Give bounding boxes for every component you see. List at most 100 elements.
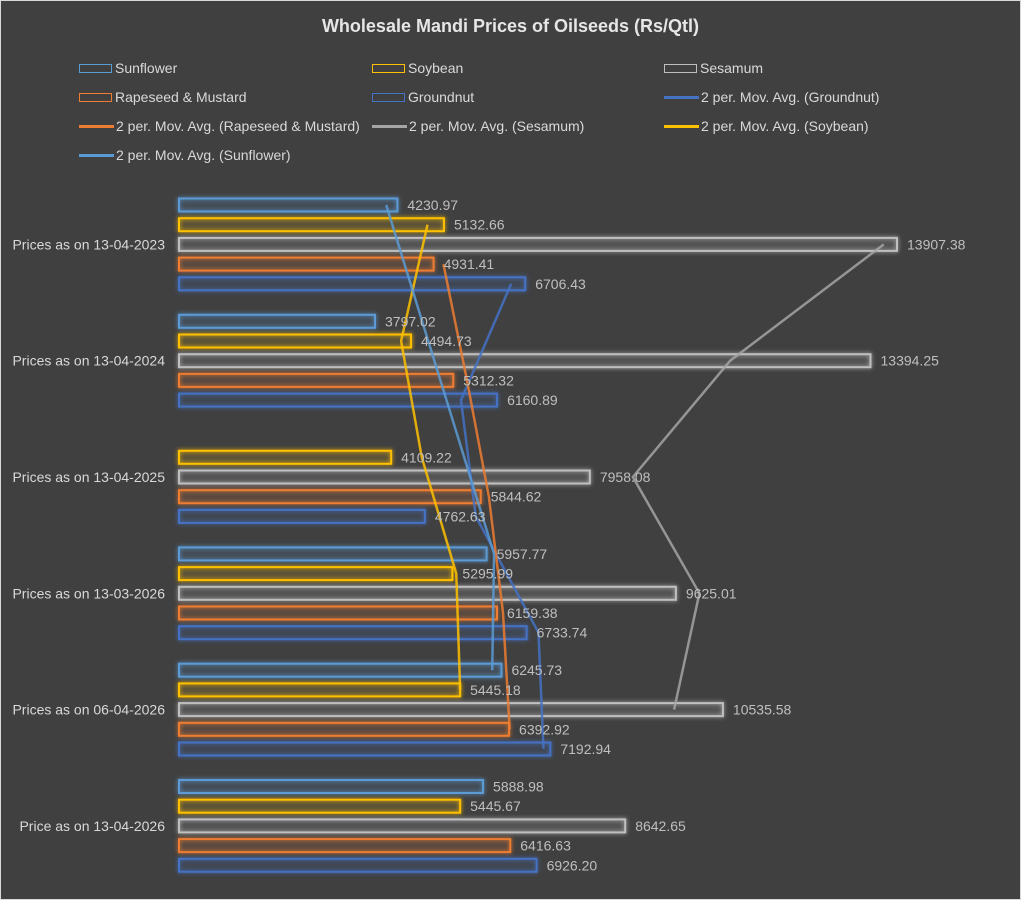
data-label: 6706.43 — [535, 276, 586, 292]
legend-line-icon — [79, 153, 114, 157]
legend-swatch-icon — [79, 92, 112, 102]
bar-groundnut[interactable] — [178, 625, 528, 641]
data-label: 6733.74 — [537, 625, 588, 641]
bar-sesamum[interactable] — [178, 818, 627, 834]
legend-item-rapeseed-mustard[interactable]: Rapeseed & Mustard — [79, 88, 247, 106]
trendline-rapeseed-mustard — [442, 263, 511, 730]
bar-rapeseed-mustard[interactable] — [178, 605, 498, 621]
legend-item-mavg-rapeseed-mustard[interactable]: 2 per. Mov. Avg. (Rapeseed & Mustard) — [79, 117, 360, 135]
legend-label: Sesamum — [700, 60, 764, 76]
bar-groundnut[interactable] — [178, 276, 527, 292]
bar-soybean[interactable] — [178, 217, 445, 233]
bar-sunflower[interactable] — [178, 313, 377, 329]
legend-swatch-icon — [664, 63, 697, 73]
legend-item-sesamum[interactable]: Sesamum — [664, 59, 763, 77]
legend-label: Soybean — [408, 60, 464, 76]
legend-item-sunflower[interactable]: Sunflower — [79, 59, 177, 77]
bar-sesamum[interactable] — [178, 236, 898, 252]
data-label: 6416.63 — [520, 838, 571, 854]
legend-item-mavg-sunflower[interactable]: 2 per. Mov. Avg. (Sunflower) — [79, 146, 291, 164]
trendline-groundnut — [459, 283, 545, 750]
bar-rapeseed-mustard[interactable] — [178, 721, 511, 737]
bar-rapeseed-mustard[interactable] — [178, 838, 512, 854]
category-label: Prices as on 13-04-2025 — [12, 469, 165, 485]
category-label: Prices as on 13-03-2026 — [12, 585, 165, 601]
data-label: 5295.99 — [462, 566, 513, 582]
data-label: 13907.38 — [907, 236, 966, 252]
legend-item-mavg-groundnut[interactable]: 2 per. Mov. Avg. (Groundnut) — [664, 88, 879, 106]
data-label: 5445.18 — [470, 682, 521, 698]
data-label: 7192.94 — [560, 741, 611, 757]
data-label: 6160.89 — [507, 392, 558, 408]
category-label: Price as on 13-04-2026 — [19, 818, 165, 834]
data-label: 5312.32 — [463, 372, 514, 388]
trendline-soybean — [399, 224, 462, 690]
bar-sesamum[interactable] — [178, 353, 872, 369]
data-label: 13394.25 — [881, 353, 940, 369]
legend-item-mavg-soybean[interactable]: 2 per. Mov. Avg. (Soybean) — [664, 117, 869, 135]
bar-groundnut[interactable] — [178, 508, 426, 524]
bar-soybean[interactable] — [178, 449, 393, 465]
legend-line-icon — [664, 95, 699, 99]
data-label: 6159.38 — [507, 605, 558, 621]
trendline-sesamum — [631, 243, 885, 710]
legend-line-icon — [79, 124, 114, 128]
data-label: 5957.77 — [497, 546, 548, 562]
legend-item-soybean[interactable]: Soybean — [372, 59, 463, 77]
bar-sunflower[interactable] — [178, 546, 488, 562]
legend-label: 2 per. Mov. Avg. (Rapeseed & Mustard) — [116, 118, 360, 134]
legend-line-icon — [664, 124, 699, 128]
bar-sesamum[interactable] — [178, 585, 677, 601]
data-label: 6392.92 — [519, 721, 570, 737]
legend-swatch-icon — [372, 63, 405, 73]
legend-label: 2 per. Mov. Avg. (Sesamum) — [409, 118, 585, 134]
legend-item-groundnut[interactable]: Groundnut — [372, 88, 474, 106]
legend-label: Rapeseed & Mustard — [115, 89, 247, 105]
bar-sunflower[interactable] — [178, 197, 399, 213]
data-label: 6926.20 — [547, 857, 598, 873]
data-label: 5844.62 — [491, 489, 542, 505]
bar-rapeseed-mustard[interactable] — [178, 256, 435, 272]
legend-label: 2 per. Mov. Avg. (Groundnut) — [701, 89, 880, 105]
data-label: 10535.58 — [733, 702, 792, 718]
bar-soybean[interactable] — [178, 566, 454, 582]
data-label: 8642.65 — [635, 818, 686, 834]
data-label: 5445.67 — [470, 798, 521, 814]
data-label: 4931.41 — [444, 256, 495, 272]
category-label: Prices as on 06-04-2026 — [12, 702, 165, 718]
bar-sunflower[interactable] — [178, 662, 503, 678]
legend-label: Groundnut — [408, 89, 475, 105]
legend-label: Sunflower — [115, 60, 178, 76]
data-label: 7958.08 — [600, 469, 651, 485]
legend-swatch-icon — [79, 63, 112, 73]
data-label: 3797.02 — [385, 313, 436, 329]
bar-groundnut[interactable] — [178, 857, 538, 873]
data-label: 9625.01 — [686, 585, 737, 601]
data-label: 5888.98 — [493, 779, 544, 795]
data-label: 4109.22 — [401, 449, 452, 465]
category-label: Prices as on 13-04-2023 — [12, 236, 165, 252]
data-label: 4494.73 — [421, 333, 472, 349]
legend-line-icon — [372, 124, 407, 128]
category-label: Prices as on 13-04-2024 — [12, 353, 165, 369]
bar-rapeseed-mustard[interactable] — [178, 372, 455, 388]
bar-sunflower[interactable] — [178, 779, 485, 794]
legend-label: 2 per. Mov. Avg. (Sunflower) — [116, 147, 291, 163]
trendline-sunflower — [385, 204, 496, 671]
legend-label: 2 per. Mov. Avg. (Soybean) — [701, 118, 869, 134]
legend-item-mavg-sesamum[interactable]: 2 per. Mov. Avg. (Sesamum) — [372, 117, 584, 135]
bar-soybean[interactable] — [178, 333, 413, 349]
bar-sesamum[interactable] — [178, 469, 591, 485]
bar-sesamum[interactable] — [178, 702, 724, 718]
data-label: 4762.63 — [435, 508, 486, 524]
legend-swatch-icon — [372, 92, 405, 102]
data-label: 4230.97 — [407, 197, 458, 213]
bar-rapeseed-mustard[interactable] — [178, 489, 482, 505]
bar-groundnut[interactable] — [178, 741, 552, 757]
data-label: 6245.73 — [511, 662, 562, 678]
bar-soybean[interactable] — [178, 798, 462, 814]
bar-soybean[interactable] — [178, 682, 462, 698]
bar-groundnut[interactable] — [178, 392, 499, 408]
